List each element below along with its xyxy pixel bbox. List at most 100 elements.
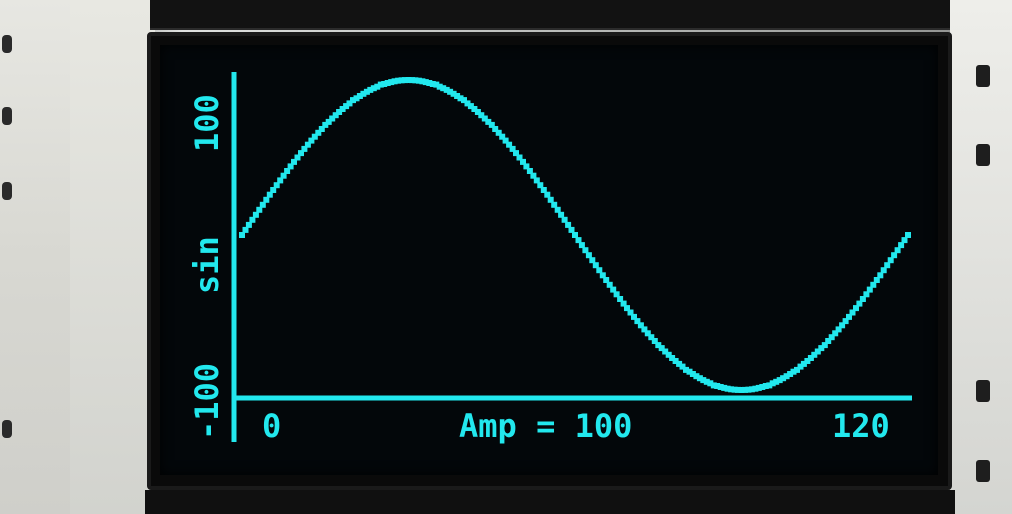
- curve-dot: [606, 281, 613, 288]
- curve-dot: [256, 206, 263, 213]
- curve-dot: [703, 378, 710, 385]
- curve-point-2: [294, 154, 301, 161]
- curve-point-13: [599, 272, 606, 279]
- curve-dot: [804, 358, 811, 364]
- curve-dot: [447, 88, 454, 95]
- curve-dot: [478, 112, 485, 119]
- curve-dot: [252, 211, 259, 218]
- curve-dot: [898, 242, 905, 249]
- curve-dot: [526, 168, 533, 174]
- curve-dot: [797, 363, 804, 370]
- curve-dot: [492, 126, 499, 132]
- y-label-bottom: -100: [188, 363, 226, 440]
- curve-dot: [641, 326, 648, 333]
- curve-dot: [631, 313, 637, 320]
- curve-dot: [672, 358, 679, 364]
- x-label-end: 120: [832, 407, 890, 445]
- breadboard-left: [0, 0, 71, 514]
- pcb-bottom: [145, 490, 955, 514]
- curve-dot: [686, 368, 693, 375]
- curve-dot: [807, 355, 814, 361]
- curve-dot: [742, 386, 748, 393]
- curve-dot: [811, 351, 818, 358]
- curve-point-20: [794, 366, 800, 373]
- curve-dot: [384, 80, 391, 86]
- curve-point-19: [766, 382, 773, 389]
- curve-dot: [856, 300, 863, 307]
- curve-point-0: [239, 232, 245, 238]
- curve-point-9: [488, 121, 495, 128]
- curve-dot: [578, 242, 585, 249]
- breadboard-hole: [2, 35, 12, 53]
- curve-dot: [644, 330, 651, 337]
- curve-dot: [752, 385, 759, 392]
- curve-dot: [783, 373, 790, 380]
- breadboard-hole: [976, 380, 990, 402]
- curve-dot: [894, 247, 901, 254]
- curve-dot: [558, 211, 565, 218]
- curve-dot: [304, 141, 311, 148]
- curve-dot: [769, 380, 776, 387]
- breadboard-hole: [976, 144, 990, 166]
- x-label-start: 0: [262, 407, 281, 445]
- curve-dot: [395, 77, 402, 84]
- curve-dot: [495, 129, 502, 136]
- curve-dot: [592, 262, 599, 269]
- curve-dot: [596, 267, 603, 274]
- curve-dot: [540, 187, 547, 193]
- curve-dot: [343, 103, 350, 110]
- curve-dot: [773, 378, 780, 385]
- curve-dot: [568, 226, 575, 233]
- curve-dot: [759, 384, 766, 390]
- curve-dot: [745, 386, 752, 393]
- curve-dot: [825, 338, 832, 344]
- curve-dot: [665, 351, 672, 358]
- curve-point-17: [710, 382, 717, 389]
- breadboard-hole: [2, 107, 12, 125]
- curve-dot: [790, 368, 797, 375]
- curve-dot: [842, 318, 849, 325]
- curve-dot: [336, 109, 343, 115]
- curve-point-10: [516, 154, 523, 161]
- curve-point-14: [627, 309, 634, 316]
- curve-dot: [818, 345, 825, 352]
- curve-dot: [412, 77, 419, 84]
- sine-curve: [239, 77, 911, 393]
- curve-dot: [367, 86, 374, 93]
- curve-dot: [863, 291, 870, 298]
- curve-dot: [298, 150, 304, 157]
- curve-dot: [835, 326, 842, 333]
- curve-point-21: [821, 342, 828, 349]
- curve-point-18: [738, 387, 745, 393]
- curve-dot: [714, 383, 721, 389]
- curve-dot: [374, 83, 381, 90]
- curve-dot: [273, 182, 280, 189]
- pcb-top: [150, 0, 950, 30]
- curve-dot: [537, 182, 544, 189]
- breadboard-hole: [2, 182, 12, 200]
- curve-dot: [315, 129, 322, 136]
- curve-dot: [870, 281, 877, 288]
- curve-point-3: [322, 121, 329, 128]
- curve-dot: [426, 80, 433, 86]
- curve-dot: [363, 88, 370, 95]
- oled-screen: [160, 45, 938, 475]
- curve-point-5: [377, 81, 384, 88]
- curve-dot: [259, 201, 266, 208]
- curve-point-8: [461, 97, 467, 104]
- curve-dot: [436, 83, 443, 90]
- curve-dot: [554, 206, 561, 213]
- amp-annotation: Amp = 100: [459, 407, 632, 445]
- curve-dot: [308, 137, 315, 144]
- curve-point-22: [849, 309, 856, 316]
- curve-dot: [669, 355, 676, 361]
- curve-dot: [696, 375, 703, 382]
- breadboard-hole: [976, 65, 990, 87]
- curve-dot: [721, 384, 728, 391]
- curve-dot: [454, 93, 461, 99]
- curve-dot: [301, 145, 308, 152]
- curve-dot: [471, 106, 478, 112]
- curve-dot: [780, 375, 787, 382]
